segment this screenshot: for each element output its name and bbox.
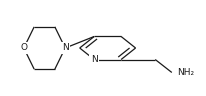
Text: N: N bbox=[62, 43, 68, 53]
Text: N: N bbox=[90, 55, 97, 64]
Text: O: O bbox=[20, 43, 27, 53]
Text: NH₂: NH₂ bbox=[176, 68, 193, 77]
